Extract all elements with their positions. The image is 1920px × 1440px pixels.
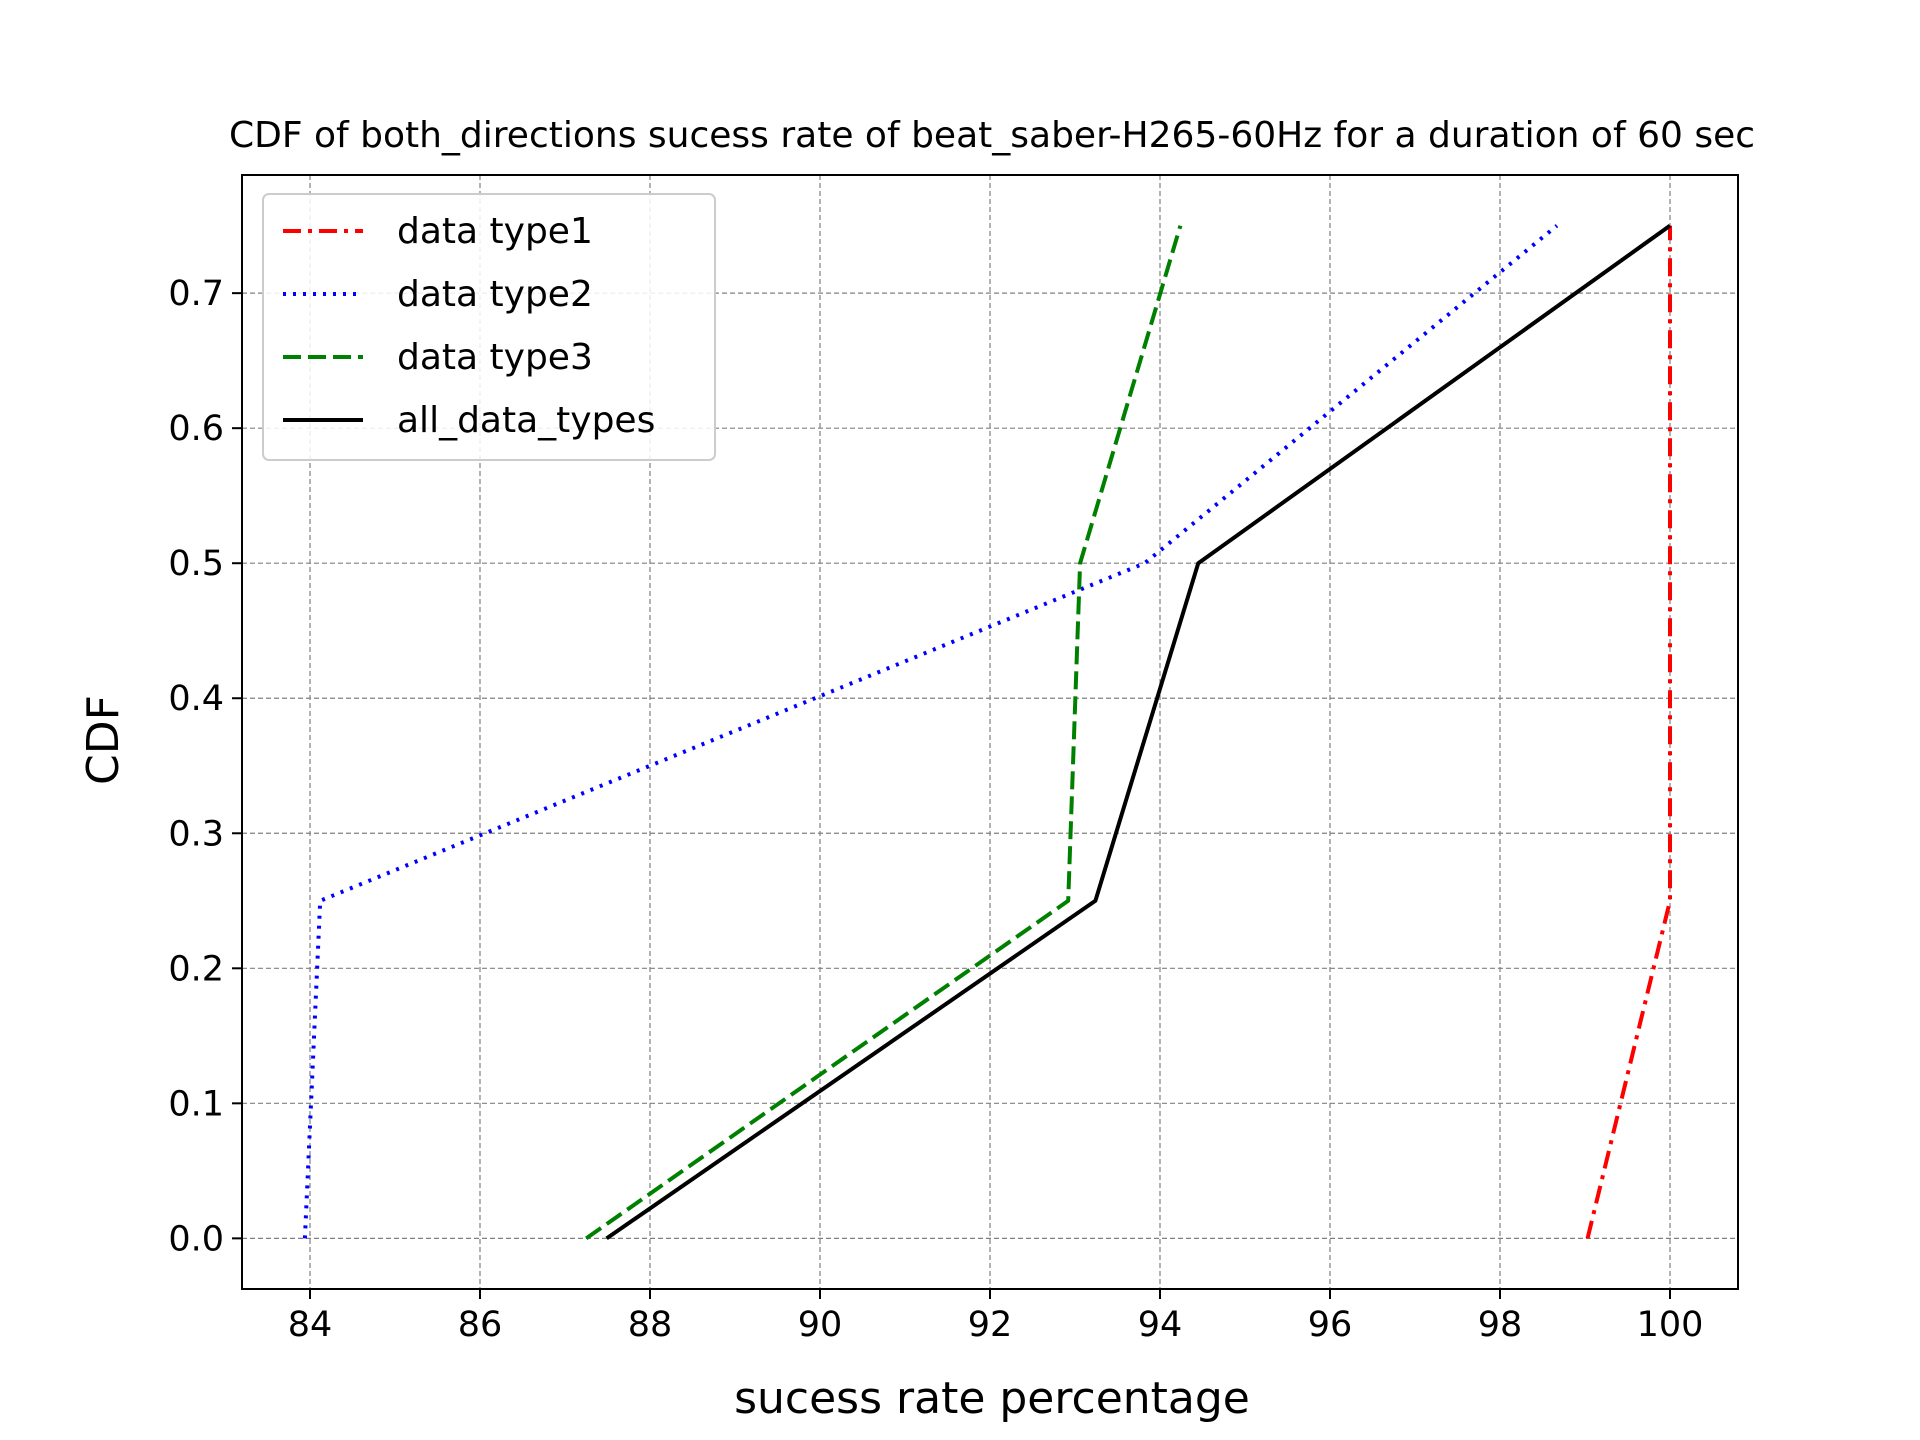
legend-label: data type2 (397, 274, 593, 315)
y-tick-label: 0.2 (168, 949, 224, 989)
x-tick-label: 94 (1138, 1305, 1183, 1345)
legend-label: data type3 (397, 337, 593, 378)
x-axis-label: sucess rate percentage (734, 1373, 1250, 1424)
x-tick-label: 90 (798, 1305, 843, 1345)
y-tick-label: 0.6 (168, 409, 224, 449)
x-tick-label: 84 (288, 1305, 333, 1345)
y-tick-label: 0.7 (168, 274, 224, 314)
y-tick-label: 0.0 (168, 1219, 224, 1259)
y-tick-label: 0.3 (168, 814, 224, 854)
y-tick-label: 0.1 (168, 1084, 224, 1124)
legend-box (262, 193, 716, 461)
x-tick-label: 88 (628, 1305, 673, 1345)
x-tick-label: 86 (458, 1305, 503, 1345)
axis-ticks: 84 86 88 90 92 94 96 98 100 0.0 0.1 0.2 0.3 0.4 0.5 0.6… (168, 274, 1703, 1345)
chart-title: CDF of both_directions sucess rate of be… (229, 115, 1755, 156)
legend-label: data type1 (397, 211, 593, 252)
x-tick-label: 100 (1637, 1305, 1704, 1345)
series-line-4 (605, 224, 1672, 1241)
y-tick-label: 0.4 (168, 679, 224, 719)
x-tick-label: 98 (1478, 1305, 1523, 1345)
series-line-3 (585, 225, 1183, 1240)
legend-label: all_data_types (397, 400, 655, 441)
y-axis-label: CDF (78, 695, 129, 785)
legend: data type1 data type2 data type3 all_data_t… (262, 193, 716, 461)
x-tick-label: 92 (968, 1305, 1013, 1345)
x-tick-label: 96 (1308, 1305, 1353, 1345)
series-line-1 (1585, 225, 1672, 1239)
series-lines (302, 224, 1672, 1241)
y-tick-label: 0.5 (168, 544, 224, 584)
